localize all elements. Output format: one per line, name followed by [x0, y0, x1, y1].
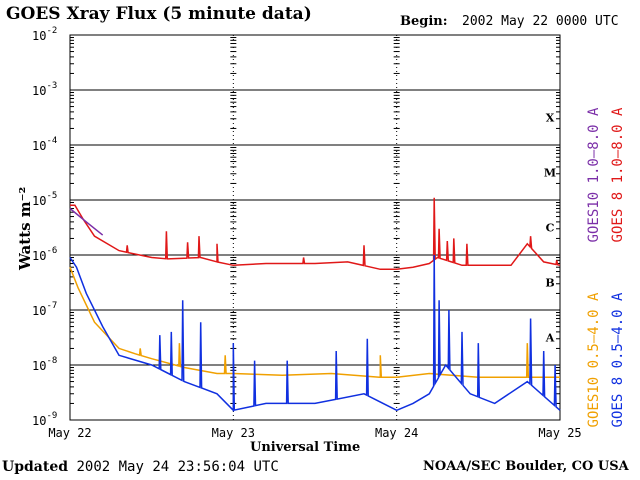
y-axis-label: Watts m⁻²: [16, 186, 34, 270]
series-line: [69, 266, 560, 378]
series-line: [69, 254, 561, 413]
begin-value: 2002 May 22 0000 UTC: [462, 14, 619, 29]
y-tick-label: 10-5: [32, 191, 57, 208]
legend-entry: GOES 8 1.0–8.0 A: [610, 107, 626, 242]
x-tick-label: May 25: [538, 426, 581, 440]
y-tick-label: 10-6: [32, 246, 57, 263]
flare-class-label: C: [546, 222, 555, 235]
x-tick-label: May 23: [212, 426, 255, 440]
x-axis-label: Universal Time: [250, 440, 361, 455]
flare-class-label: X: [546, 112, 555, 125]
footer-source: NOAA/SEC Boulder, CO USA: [423, 459, 629, 474]
x-tick-label: May 22: [48, 426, 91, 440]
legend-entry: GOES10 1.0–8.0 A: [586, 107, 602, 242]
y-tick-label: 10-2: [32, 26, 57, 43]
updated-value: 2002 May 24 23:56:04 UTC: [76, 459, 279, 475]
flare-class-label: B: [545, 277, 554, 290]
x-tick-label: May 24: [375, 426, 418, 440]
legend-entry: GOES 8 0.5–4.0 A: [610, 292, 626, 427]
plot-frame: [69, 34, 561, 421]
begin-label: Begin:: [400, 14, 448, 29]
footer-updated: Updated 2002 May 24 23:56:04 UTC: [2, 459, 279, 475]
y-tick-label: 10-8: [32, 356, 57, 373]
y-tick-label: 10-4: [32, 136, 57, 153]
legend-entry: GOES10 0.5–4.0 A: [586, 292, 602, 427]
updated-label: Updated: [2, 459, 69, 475]
y-tick-label: 10-3: [32, 81, 57, 98]
flare-class-label: M: [544, 167, 556, 180]
flare-class-label: A: [545, 332, 555, 345]
chart-title: GOES Xray Flux (5 minute data): [6, 4, 312, 24]
series-line: [69, 207, 104, 236]
y-tick-label: 10-7: [32, 301, 57, 318]
series-line: [70, 197, 561, 271]
